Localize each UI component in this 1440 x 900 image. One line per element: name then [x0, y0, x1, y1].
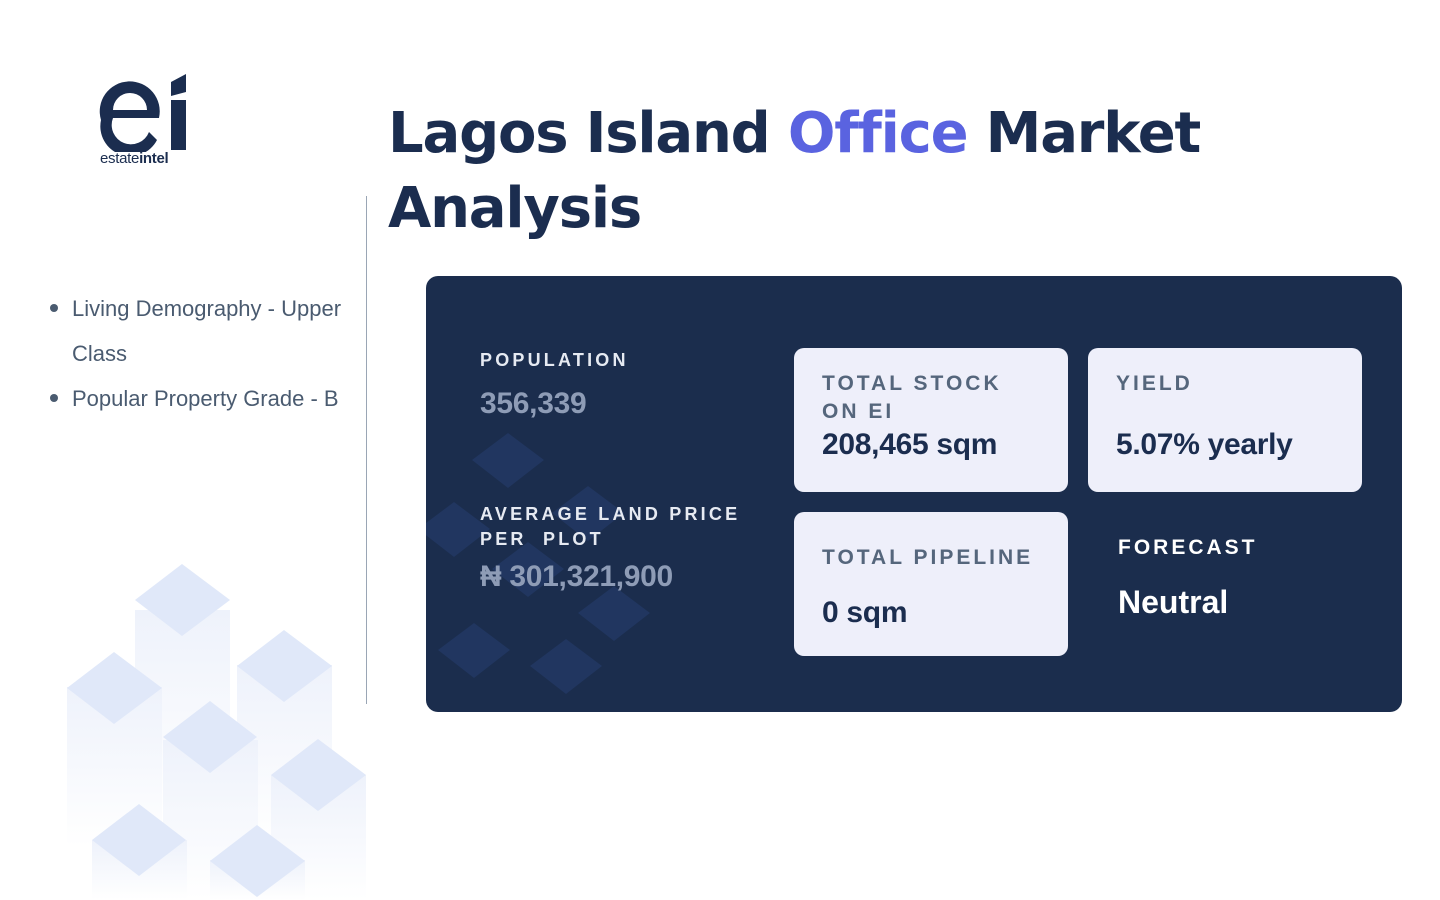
list-item-property-grade: Popular Property Grade - B — [48, 376, 358, 421]
total-stock-value: 208,465 sqm — [822, 428, 998, 461]
forecast-stat: FORECAST Neutral — [1118, 536, 1258, 621]
market-stats-card: POPULATION 356,339 AVERAGE LAND PRICE PE… — [426, 276, 1402, 712]
wordmark-bold: intel — [139, 150, 169, 167]
population-stat: POPULATION 356,339 — [480, 348, 629, 421]
land-price-stat: AVERAGE LAND PRICE PER PLOT ₦ 301,321,90… — [480, 502, 780, 594]
ei-logo-mark-icon — [99, 74, 186, 152]
yield-value: 5.07% yearly — [1116, 428, 1293, 461]
logo-wordmark: estateintel — [100, 150, 169, 167]
land-price-value: ₦ 301,321,900 — [480, 560, 673, 593]
total-pipeline-label: TOTAL PIPELINE — [822, 546, 1034, 569]
estateintel-logo: estateintel — [97, 72, 197, 172]
total-pipeline-value: 0 sqm — [822, 596, 908, 629]
total-stock-label: TOTAL STOCK ON EI — [822, 372, 1002, 423]
yield-label: YIELD — [1116, 372, 1193, 395]
card-buildings-pattern-icon — [426, 433, 650, 694]
yield-tile: YIELD 5.07% yearly — [1088, 348, 1362, 492]
total-stock-tile: TOTAL STOCK ON EI 208,465 sqm — [794, 348, 1068, 492]
population-value: 356,339 — [480, 387, 587, 420]
title-part2: Market Analysis — [388, 101, 1201, 241]
title-accent: Office — [787, 101, 969, 166]
buildings-illustration-icon — [67, 564, 366, 900]
land-price-label: AVERAGE LAND PRICE PER PLOT — [480, 504, 749, 549]
list-item-demography: Living Demography - Upper Class — [48, 286, 358, 376]
vertical-divider — [366, 196, 367, 704]
wordmark-regular: estate — [100, 150, 140, 167]
title-part1: Lagos Island — [388, 101, 788, 166]
total-pipeline-tile: TOTAL PIPELINE 0 sqm — [794, 512, 1068, 656]
forecast-label: FORECAST — [1118, 536, 1258, 559]
population-label: POPULATION — [480, 350, 629, 370]
highlights-list: Living Demography - Upper Class Popular … — [48, 286, 358, 421]
page-title: Lagos Island Office Market Analysis — [388, 96, 1288, 246]
forecast-value: Neutral — [1118, 584, 1229, 620]
